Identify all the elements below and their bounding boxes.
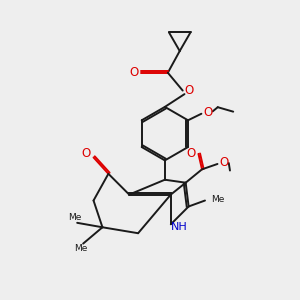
Text: O: O xyxy=(219,156,229,169)
Text: O: O xyxy=(129,66,138,79)
Text: O: O xyxy=(82,147,91,160)
Text: Me: Me xyxy=(74,244,87,253)
Text: O: O xyxy=(203,106,213,119)
Text: NH: NH xyxy=(171,222,188,232)
Text: O: O xyxy=(184,84,194,97)
Text: Me: Me xyxy=(212,194,225,203)
Text: O: O xyxy=(186,147,196,161)
Text: Me: Me xyxy=(68,213,82,222)
